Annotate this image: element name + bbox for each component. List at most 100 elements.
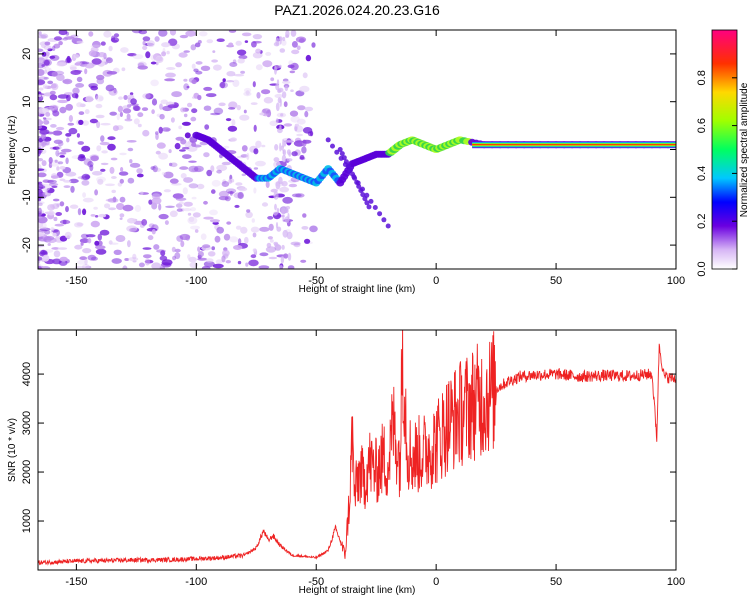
- noise-blob: [132, 253, 137, 260]
- noise-blob: [38, 34, 47, 39]
- noise-blob: [54, 159, 58, 163]
- noise-blob: [59, 256, 68, 262]
- noise-blob: [258, 265, 270, 269]
- noise-blob: [279, 142, 282, 152]
- noise-blob: [183, 50, 190, 53]
- noise-blob: [158, 213, 169, 220]
- noise-blob: [127, 217, 136, 224]
- noise-blob: [132, 54, 144, 60]
- noise-blob: [82, 192, 86, 198]
- noise-blob: [90, 85, 98, 91]
- noise-blob: [189, 261, 199, 268]
- noise-blob: [73, 40, 77, 44]
- noise-blob: [96, 121, 101, 129]
- noise-blob: [88, 50, 97, 57]
- noise-blob: [110, 157, 118, 161]
- noise-blob: [38, 135, 42, 144]
- noise-blob: [261, 89, 271, 95]
- noise-blob: [197, 40, 202, 44]
- noise-blob: [246, 152, 250, 161]
- noise-blob: [307, 131, 313, 137]
- noise-blob: [161, 51, 167, 57]
- noise-blob: [179, 166, 189, 170]
- snr-y-label: SNR (10 * v/v): [7, 418, 18, 482]
- noise-blob: [299, 85, 310, 93]
- noise-blob: [281, 91, 287, 99]
- noise-blob: [73, 69, 83, 73]
- colorbar-ticks: 0.0 0.2 0.4 0.6 0.8: [696, 70, 737, 277]
- noise-blob: [218, 196, 229, 201]
- noise-blob: [202, 244, 211, 249]
- noise-blob: [287, 252, 292, 261]
- noise-blob: [111, 176, 117, 179]
- noise-blob: [201, 265, 211, 269]
- noise-blob: [65, 133, 72, 137]
- noise-blob: [151, 109, 155, 115]
- noise-blob: [276, 79, 280, 86]
- colorbar: 0.0 0.2 0.4 0.6 0.8 Normalized spectral ampl…: [696, 29, 750, 277]
- ridge-blob: [325, 137, 331, 143]
- noise-blob: [38, 215, 43, 219]
- noise-blob: [47, 48, 53, 52]
- noise-blob: [255, 48, 262, 54]
- noise-blob: [241, 145, 248, 152]
- noise-blob: [150, 61, 157, 65]
- noise-blob: [99, 229, 110, 236]
- noise-blob: [180, 240, 185, 248]
- ridge-blob: [352, 175, 358, 181]
- noise-blob: [55, 150, 60, 157]
- noise-blob: [285, 30, 290, 38]
- noise-blob: [283, 101, 288, 108]
- noise-blob: [38, 48, 44, 53]
- noise-blob: [259, 226, 270, 232]
- noise-blob: [244, 40, 249, 43]
- noise-blob: [54, 223, 65, 227]
- noise-blob: [43, 69, 48, 74]
- noise-blob: [150, 79, 159, 87]
- noise-blob: [159, 103, 163, 110]
- noise-blob: [216, 38, 225, 42]
- y-tick-label: -20: [21, 237, 33, 253]
- noise-blob: [245, 211, 253, 218]
- noise-blob: [137, 123, 142, 128]
- noise-blob: [195, 70, 203, 75]
- noise-blob: [203, 105, 212, 111]
- noise-blob: [199, 31, 208, 37]
- noise-blob: [282, 214, 285, 223]
- noise-blob: [65, 206, 69, 213]
- noise-blob: [62, 219, 67, 225]
- noise-blob: [145, 51, 151, 59]
- noise-blob: [161, 172, 166, 176]
- noise-blob: [38, 198, 42, 202]
- noise-blob: [168, 149, 172, 154]
- noise-blob: [163, 171, 174, 179]
- noise-blob: [287, 213, 290, 220]
- noise-blob: [38, 207, 42, 215]
- noise-blob: [39, 236, 44, 240]
- noise-blob: [293, 140, 305, 147]
- noise-blob: [39, 227, 51, 231]
- noise-blob: [94, 240, 100, 246]
- noise-blob: [59, 106, 67, 114]
- noise-blob: [56, 145, 62, 150]
- noise-blob: [183, 78, 188, 82]
- noise-blob: [222, 179, 227, 184]
- noise-blob: [190, 116, 197, 122]
- ridge-blob: [385, 223, 391, 229]
- noise-blob: [283, 253, 289, 259]
- noise-blob: [56, 203, 60, 207]
- snr-x-label: Height of straight line (km): [299, 585, 416, 596]
- noise-blob: [299, 156, 306, 161]
- noise-blob: [50, 83, 57, 89]
- spectrogram-image: [38, 30, 676, 269]
- chart-title: PAZ1.2026.024.20.23.G16: [274, 2, 440, 18]
- noise-blob: [65, 57, 72, 64]
- noise-blob: [166, 50, 170, 55]
- noise-blob: [50, 226, 55, 232]
- noise-blob: [42, 59, 52, 67]
- noise-blob: [143, 254, 152, 259]
- noise-blob: [116, 113, 121, 121]
- noise-blob: [244, 236, 249, 244]
- y-tick-label: 1000: [21, 509, 33, 533]
- noise-blob: [235, 182, 243, 186]
